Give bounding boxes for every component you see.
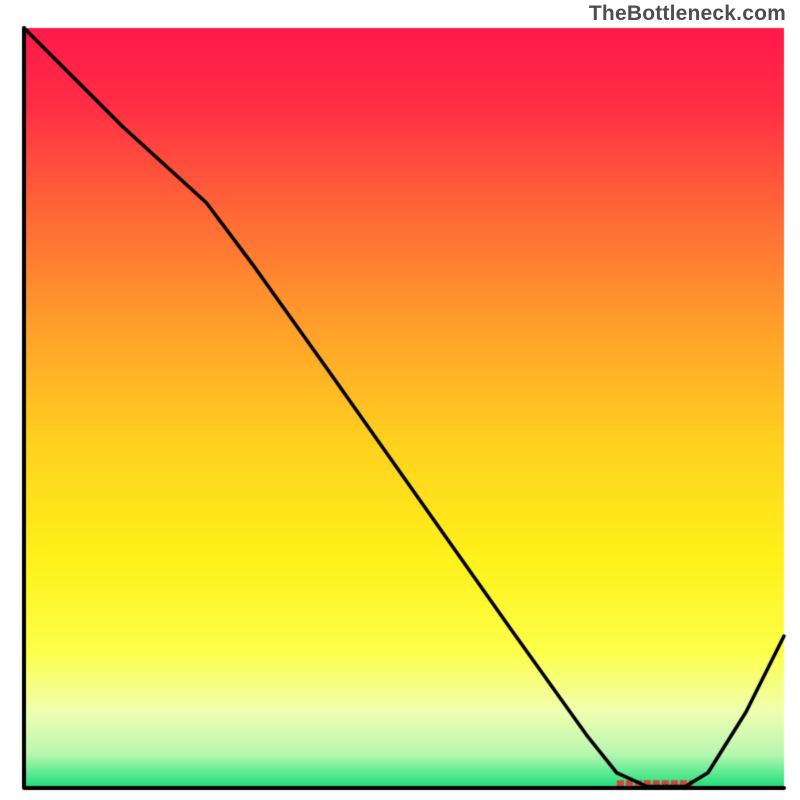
chart-container: TheBottleneck.com: [0, 0, 800, 800]
bottleneck-curve-chart: [0, 0, 800, 800]
